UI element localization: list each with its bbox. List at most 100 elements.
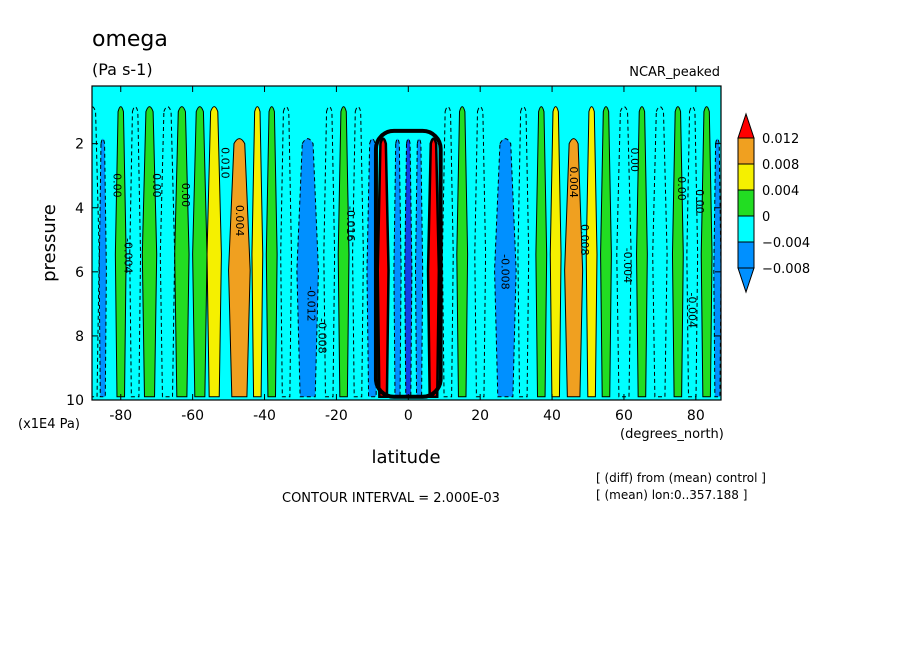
contour-band [550, 106, 562, 397]
contour-interval-label: CONTOUR INTERVAL = 2.000E-03 [282, 491, 500, 506]
contour-band [404, 138, 412, 397]
contour-band [672, 106, 684, 397]
contour-label: 0.00 [111, 173, 124, 198]
contour-band [352, 106, 364, 397]
contour-line [600, 106, 612, 398]
x-axis-label: latitude [371, 447, 440, 468]
contour-line [585, 106, 598, 398]
contour-label: -0.008 [315, 318, 328, 353]
contour-band [338, 106, 349, 397]
contour-line [192, 106, 208, 398]
contour-line [456, 106, 469, 398]
dataset-label: NCAR_peaked [629, 65, 720, 80]
contour-line [549, 106, 562, 398]
colorbar-top-arrow [737, 112, 755, 139]
contour-line [713, 138, 721, 398]
colorbar: 0.012 0.008 0.004 0 −0.004 −0.008 [737, 112, 810, 294]
x-tick-label: -20 [325, 408, 348, 424]
colorbar-swatch [737, 241, 755, 269]
colorbar-label: 0.008 [762, 158, 799, 173]
x-tick-label: -40 [253, 408, 276, 424]
y-tick-label: 6 [75, 265, 84, 281]
colorbar-swatch [737, 215, 755, 243]
contour-line [700, 106, 713, 398]
contour-band [616, 106, 632, 397]
contour-band [280, 106, 292, 397]
contour-band [377, 138, 389, 397]
contour-label: -0.016 [344, 206, 357, 241]
contour-label: -0.004 [686, 293, 699, 328]
chart-title: omega [92, 27, 168, 52]
y-tick-label: 2 [75, 137, 84, 153]
contour-line [564, 138, 584, 398]
colorbar-label: 0.012 [762, 132, 799, 147]
chart-units: (Pa s-1) [92, 60, 153, 79]
contour-label: 0.008 [578, 224, 591, 256]
contour-label: -0.004 [121, 238, 134, 273]
y-tick-label: 10 [66, 393, 84, 409]
colorbar-swatch [737, 163, 755, 191]
contour-lines-group [92, 106, 721, 399]
contour-band [686, 106, 698, 397]
contour-band [92, 106, 100, 397]
contour-line [337, 106, 350, 398]
contour-label: 0.00 [179, 183, 192, 208]
contour-band [266, 106, 278, 397]
contour-band [713, 138, 721, 397]
contour-band [456, 106, 468, 397]
contour-band [600, 106, 612, 397]
x-tick-label: 60 [615, 408, 633, 424]
contour-band [129, 106, 141, 397]
x-axis: -80 -60 -40 -20 0 20 40 60 80 [109, 86, 705, 424]
colorbar-label: −0.008 [762, 262, 810, 277]
contour-band [99, 138, 107, 397]
contour-label: 0.00 [675, 176, 688, 201]
y-tick-label: 4 [75, 201, 84, 217]
contour-line [265, 106, 278, 398]
contour-band [160, 106, 175, 397]
contour-band [494, 138, 517, 397]
contour-line [159, 106, 176, 398]
contour-band [228, 138, 251, 397]
contour-band [174, 106, 190, 397]
colorbar-label: 0.004 [762, 184, 799, 199]
contour-line [426, 137, 441, 399]
contour-line [686, 106, 699, 398]
contour-label: 0.010 [218, 147, 231, 179]
x-tick-label: -80 [109, 408, 132, 424]
contour-band [323, 106, 335, 397]
contour-band [474, 106, 486, 397]
colorbar-label: −0.004 [762, 236, 810, 251]
contour-label: -0.004 [621, 248, 634, 283]
contour-line [376, 137, 390, 399]
note-diff: [ (diff) from (mean) control ] [596, 471, 766, 485]
colorbar-swatch [737, 189, 755, 217]
contour-band [393, 138, 402, 397]
contour-line [251, 106, 264, 398]
contour-line [228, 138, 251, 398]
contour-line [474, 106, 487, 398]
contour-band [442, 106, 454, 397]
contour-line [323, 106, 336, 398]
contour-label: -0.012 [305, 286, 318, 321]
contour-band [586, 106, 597, 397]
contour-band [207, 106, 222, 397]
contour-band [564, 138, 583, 397]
contour-band [415, 138, 423, 397]
y-axis: 2 4 6 8 10 [66, 137, 721, 409]
contour-band [701, 106, 713, 397]
colorbar-swatch [737, 137, 755, 165]
contour-label: 0.00 [628, 147, 641, 172]
y-axis-label: pressure [39, 204, 60, 282]
contour-label: -0.008 [499, 254, 512, 289]
contour-line [352, 106, 364, 398]
x-tick-label: -60 [181, 408, 204, 424]
contour-band [296, 138, 319, 397]
x-tick-label: 0 [404, 408, 413, 424]
contour-line [517, 106, 530, 398]
contour-line [174, 106, 190, 398]
contour-line [636, 106, 648, 398]
